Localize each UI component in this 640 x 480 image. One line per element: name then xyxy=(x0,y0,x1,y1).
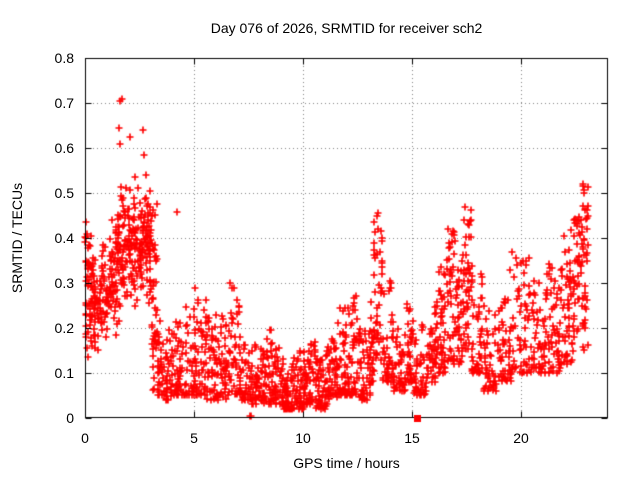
y-tick-label: 0.3 xyxy=(54,275,74,291)
x-tick-label: 0 xyxy=(81,430,89,446)
y-tick-label: 0.8 xyxy=(54,50,74,66)
x-tick-label: 15 xyxy=(404,430,420,446)
y-tick-label: 0.6 xyxy=(54,140,74,156)
chart-title: Day 076 of 2026, SRMTID for receiver sch… xyxy=(210,20,483,36)
y-tick-label: 0.4 xyxy=(54,230,74,246)
y-tick-label: 0 xyxy=(66,410,74,426)
y-tick-label: 0.2 xyxy=(54,320,74,336)
x-tick-label: 10 xyxy=(295,430,311,446)
y-tick-label: 0.1 xyxy=(54,365,74,381)
y-tick-label: 0.5 xyxy=(54,185,74,201)
x-tick-label: 5 xyxy=(190,430,198,446)
x-axis-label: GPS time / hours xyxy=(293,455,400,471)
y-tick-label: 0.7 xyxy=(54,95,74,111)
x-tick-label: 20 xyxy=(513,430,529,446)
